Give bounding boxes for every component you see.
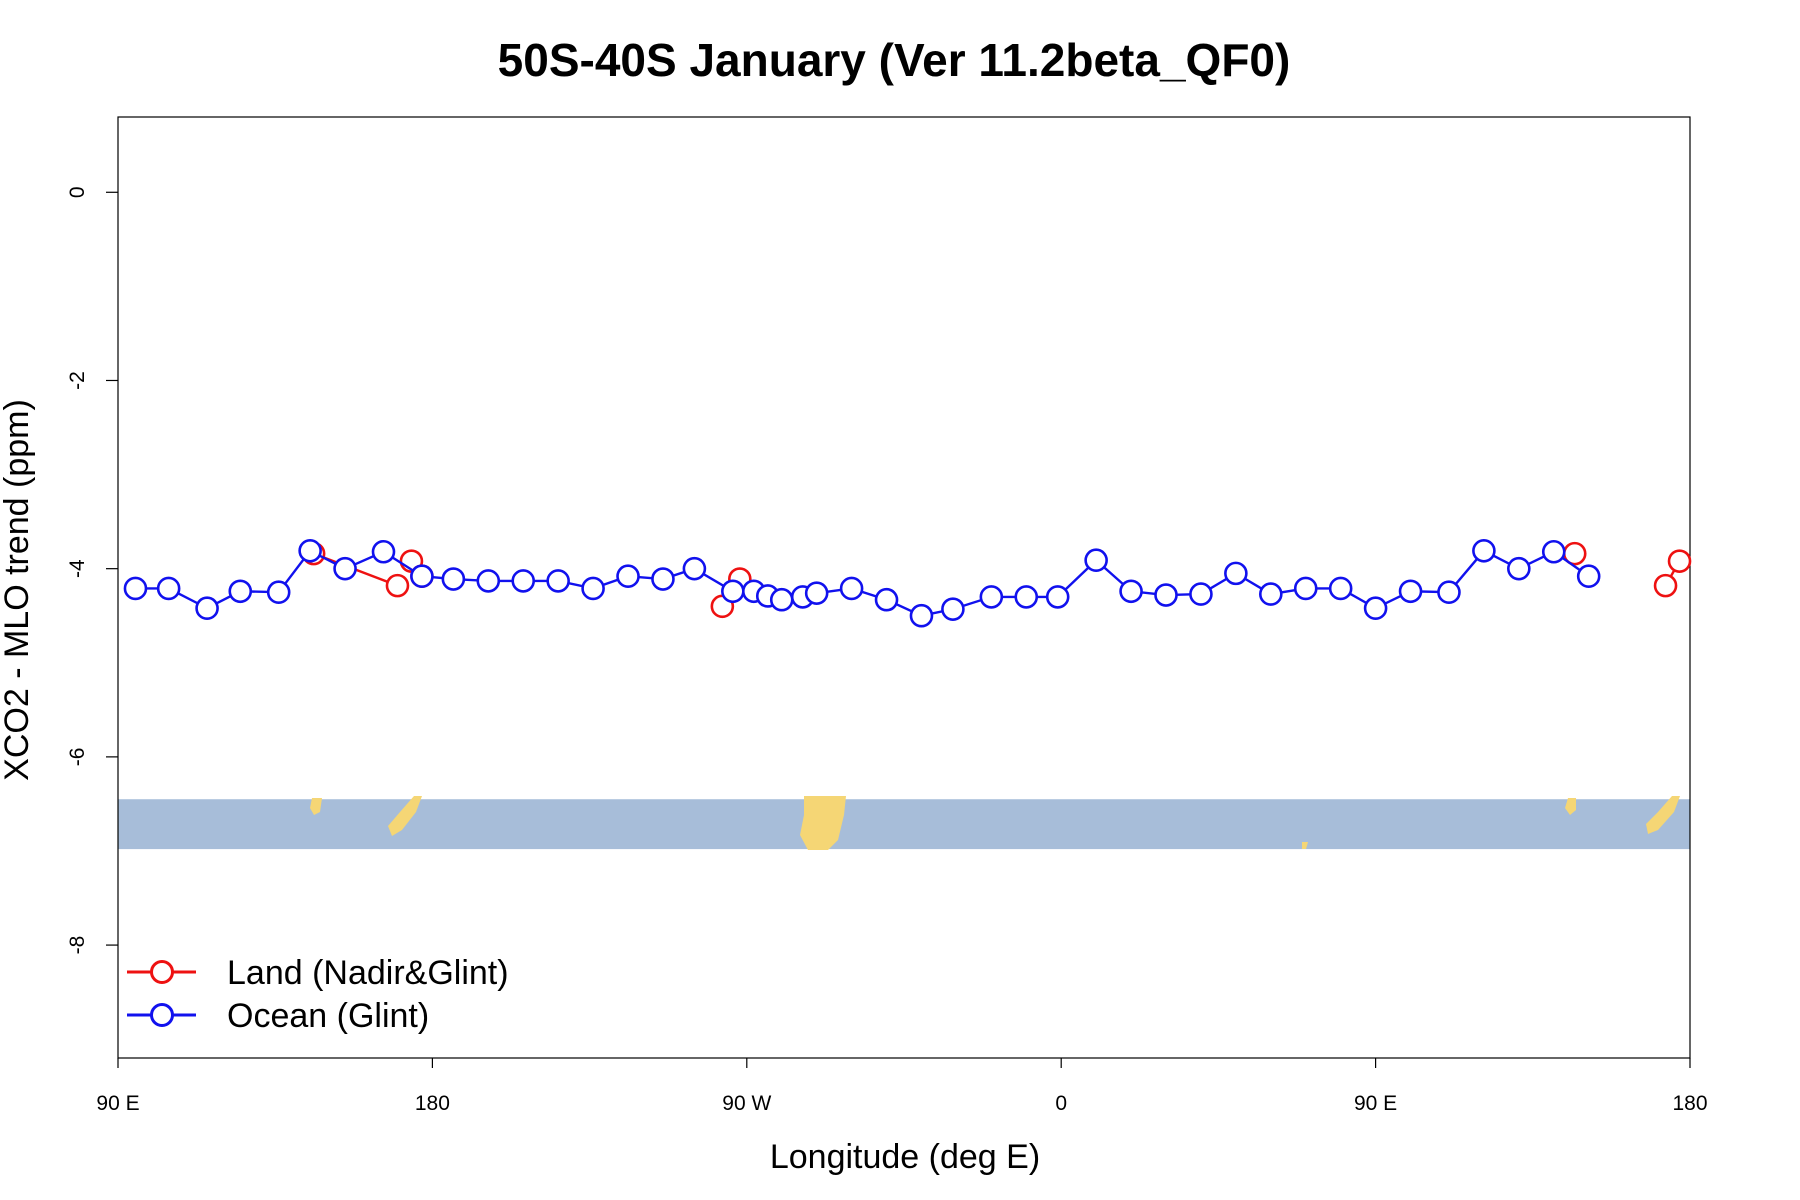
x-axis-label: Longitude (deg E): [770, 1138, 1040, 1176]
ocean-point: [1119, 579, 1143, 604]
x-tick-label: 90 E: [96, 1092, 139, 1115]
legend-ocean-marker: [150, 1003, 174, 1027]
map-land-3: [1565, 798, 1576, 815]
ocean-point: [1293, 576, 1318, 601]
plot-border: [117, 116, 1691, 1059]
ocean-point: [804, 581, 829, 605]
ocean-point: [941, 597, 965, 621]
ocean-point: [979, 585, 1004, 609]
ocean-point: [1154, 583, 1178, 607]
map-land-2: [800, 796, 846, 850]
map-ocean-band: [118, 799, 1690, 850]
plot-frame: [117, 116, 1691, 1059]
ocean-point: [546, 569, 570, 593]
land-point: [1667, 549, 1692, 573]
x-axis: 90 E 180 90 W 0 90 E 180: [96, 1058, 1708, 1115]
ocean-point: [195, 596, 219, 621]
ocean-point: [1398, 579, 1423, 604]
ocean-point: [228, 579, 253, 604]
x-tick-label: 180: [415, 1092, 450, 1115]
ocean-point: [1576, 564, 1601, 589]
y-axis-label: XCO2 - MLO trend (ppm): [0, 399, 36, 781]
ocean-point: [1363, 596, 1388, 621]
legend-land-label: Land (Nadir&Glint): [227, 954, 509, 992]
ocean-point: [839, 576, 864, 601]
ocean-point: [1437, 580, 1461, 605]
y-axis: 0 -2 -4 -6 -8: [66, 186, 118, 954]
ocean-point: [266, 580, 291, 605]
land-point: [385, 573, 410, 598]
ocean-point: [1189, 582, 1213, 606]
chart-title: 50S-40S January (Ver 11.2beta_QF0): [498, 34, 1291, 86]
map-land-4: [1646, 796, 1680, 834]
x-tick-label: 180: [1672, 1092, 1707, 1115]
ocean-point: [1045, 585, 1070, 609]
ocean-point: [1541, 539, 1566, 564]
ocean-point: [651, 567, 675, 591]
land-point: [1653, 573, 1678, 598]
ocean-point: [1014, 585, 1039, 609]
ocean-point: [298, 539, 322, 563]
ocean-point: [682, 556, 707, 581]
y-tick-label: -6: [66, 748, 89, 767]
ocean-point: [769, 587, 794, 612]
ocean-point: [1507, 556, 1531, 581]
ocean-point: [441, 567, 466, 591]
map-land-0: [310, 798, 322, 815]
x-tick-label: 90 E: [1354, 1092, 1397, 1115]
ocean-point: [909, 603, 934, 628]
y-tick-label: -2: [66, 371, 89, 390]
ocean-point: [511, 569, 536, 593]
legend-land-marker: [150, 960, 174, 984]
ocean-point: [874, 587, 899, 612]
legend: Land (Nadir&Glint) Ocean (Glint): [127, 954, 509, 1035]
ocean-point: [616, 564, 640, 589]
x-tick-label: 0: [1055, 1092, 1067, 1115]
ocean-point: [1328, 576, 1353, 601]
map-land-5: [1302, 842, 1308, 849]
ocean-point: [1472, 539, 1496, 563]
ocean-point: [721, 579, 745, 604]
ocean-point: [1084, 548, 1108, 573]
legend-ocean-label: Ocean (Glint): [227, 997, 429, 1035]
map-strip: [118, 796, 1690, 850]
y-tick-label: 0: [66, 186, 89, 198]
ocean-point: [410, 564, 434, 589]
ocean-point: [476, 569, 501, 593]
x-tick-label: 90 W: [722, 1092, 771, 1115]
y-tick-label: -4: [66, 559, 89, 578]
ocean-series: [123, 539, 1601, 628]
ocean-point: [581, 576, 605, 601]
ocean-point: [156, 576, 181, 601]
ocean-point: [371, 539, 396, 564]
ocean-point: [1259, 582, 1283, 606]
y-tick-label: -8: [66, 936, 89, 955]
ocean-point: [333, 556, 357, 581]
ocean-point: [1224, 561, 1248, 586]
ocean-point: [123, 576, 148, 601]
map-land-1: [388, 796, 422, 836]
